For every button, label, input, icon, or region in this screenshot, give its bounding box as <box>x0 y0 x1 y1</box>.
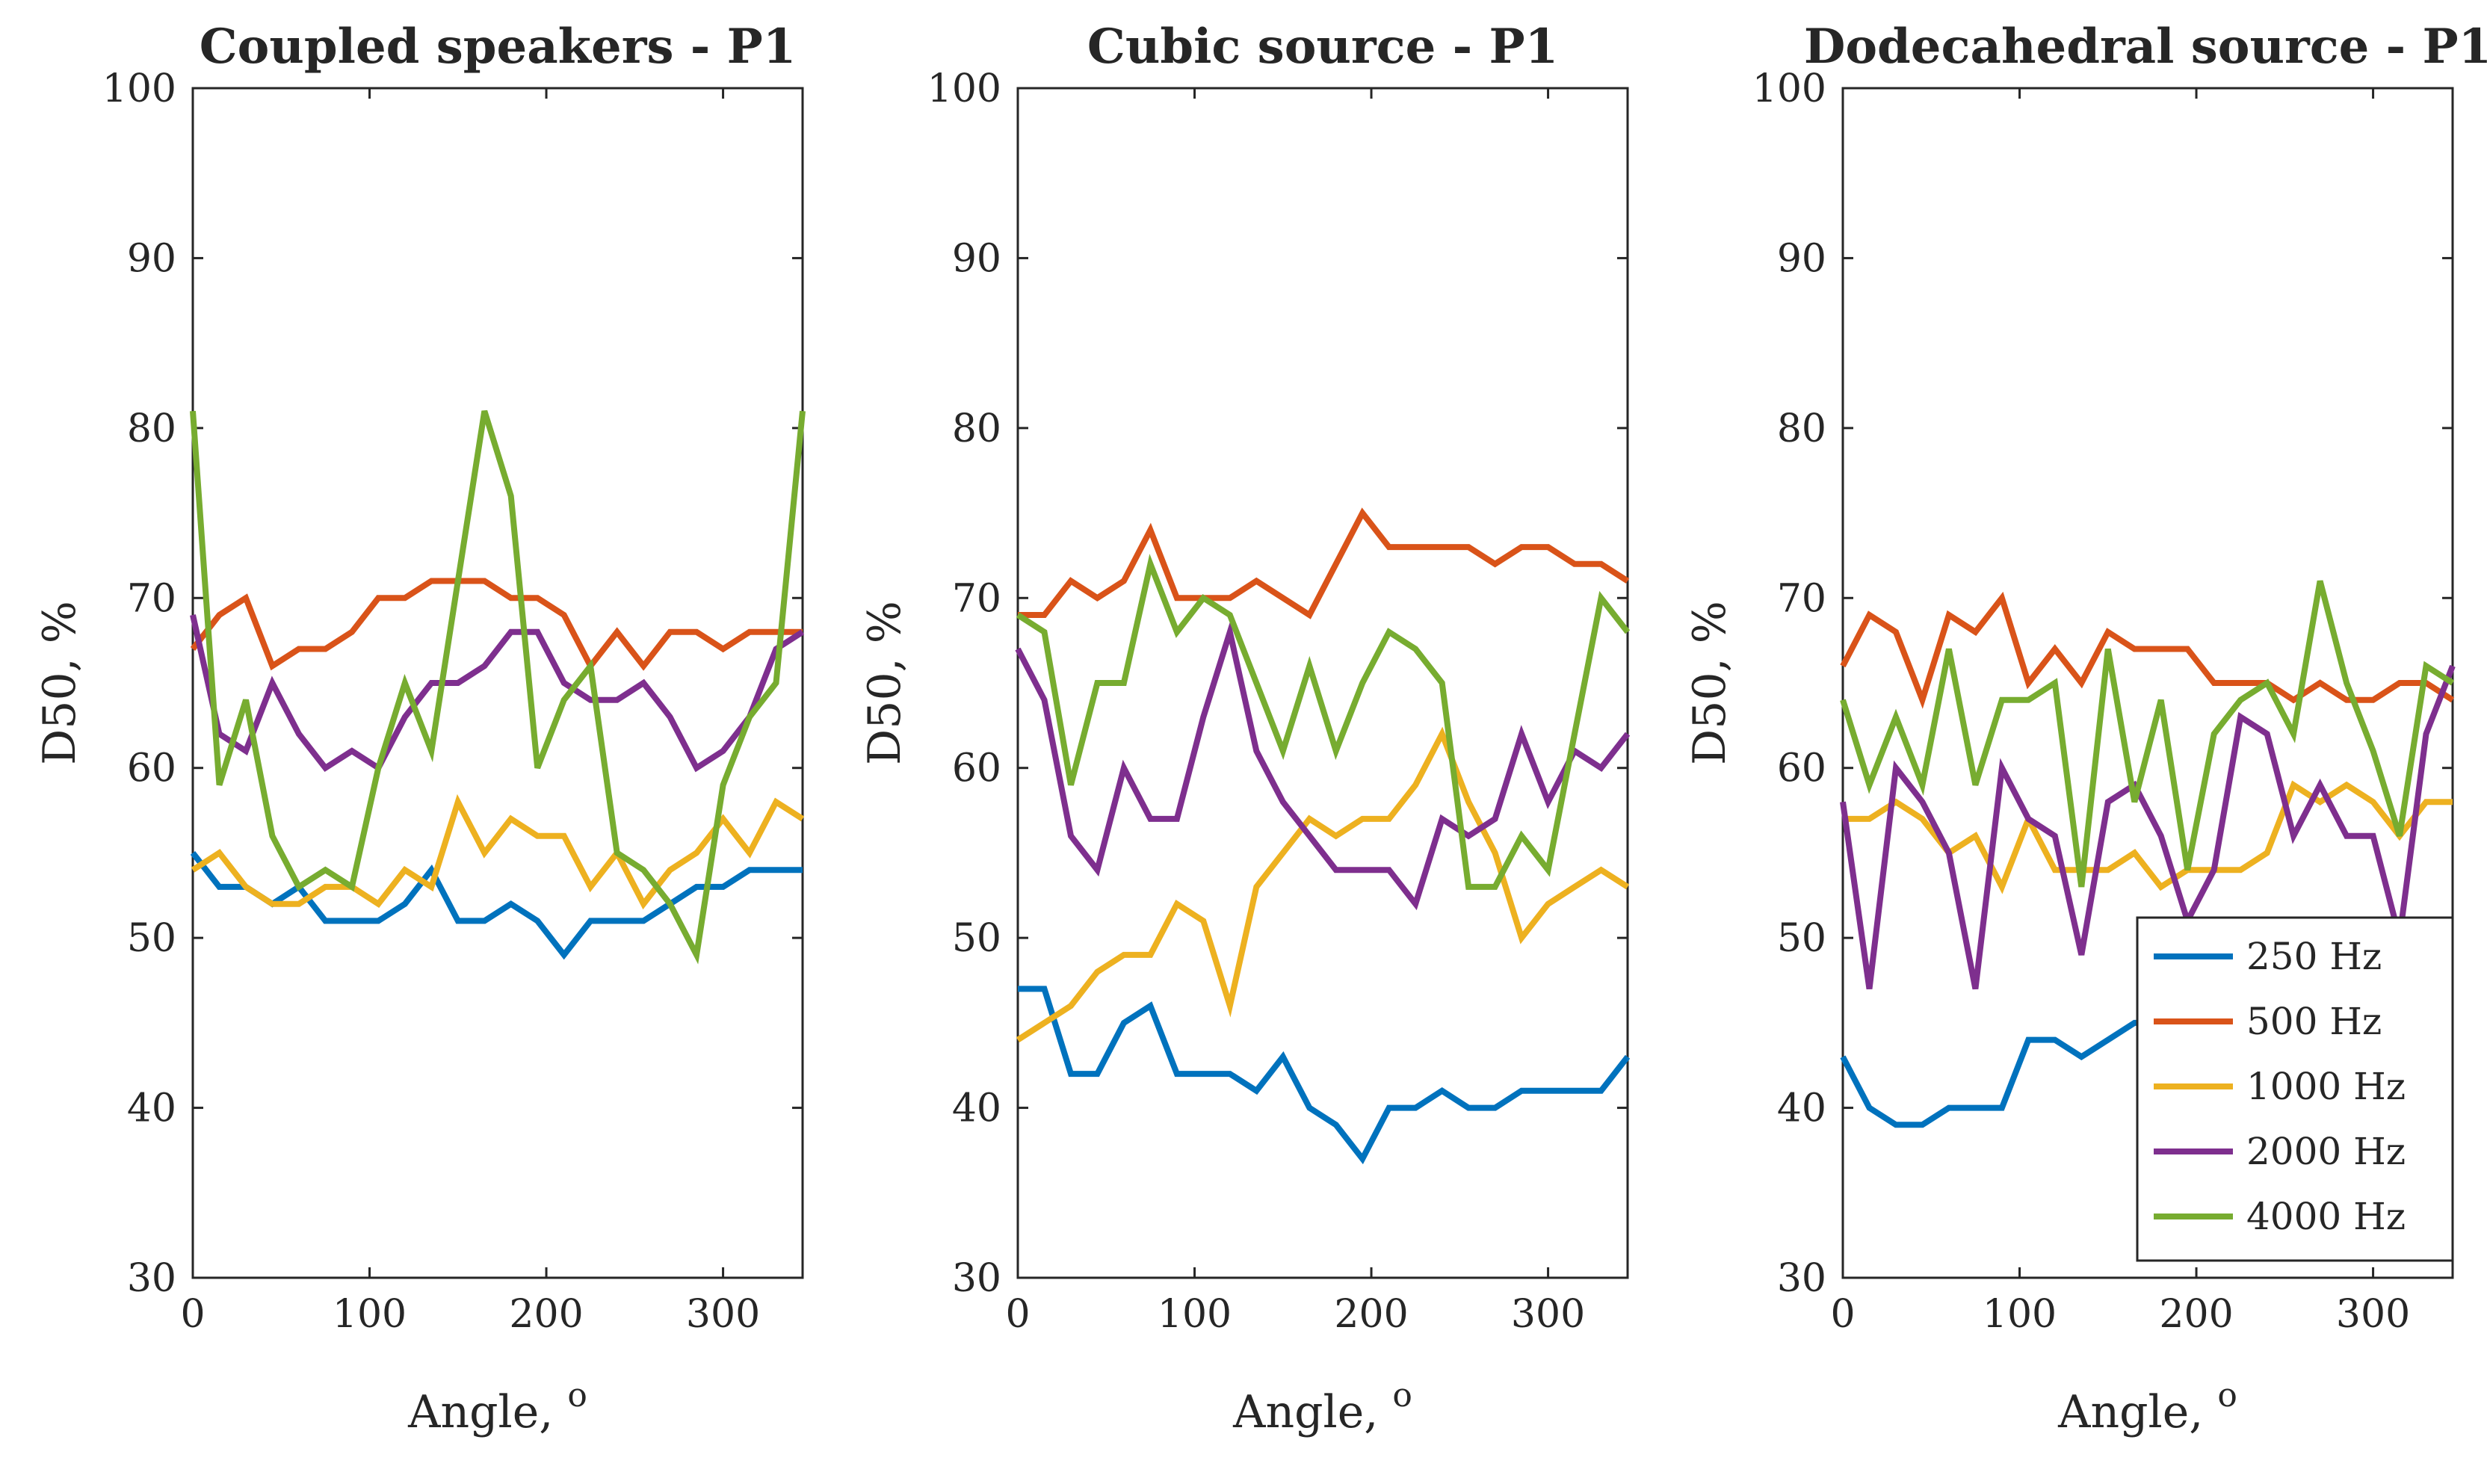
x-tick-label: 100 <box>333 1292 407 1337</box>
x-tick-label: 100 <box>1983 1292 2057 1337</box>
y-tick-label: 80 <box>952 406 1001 451</box>
y-axis-label: D50, % <box>1684 601 1736 765</box>
series-line-4000-hz <box>1840 580 2455 888</box>
y-tick-label: 50 <box>127 916 176 961</box>
series-line-500-hz <box>1018 507 1630 619</box>
y-tick-label: 40 <box>127 1086 176 1131</box>
series-line-250-hz <box>1018 986 1631 1165</box>
chart-title: Coupled speakers - P1 <box>200 19 797 75</box>
x-axis-label-superscript: o <box>2217 1376 2237 1415</box>
series-line-500-hz <box>190 578 803 672</box>
series-line-1000-hz <box>1016 726 1630 1042</box>
x-tick-label: 200 <box>509 1292 583 1337</box>
x-axis-label: Angle, o <box>407 1376 587 1438</box>
y-tick-label: 50 <box>1777 916 1826 961</box>
legend-label: 500 Hz <box>2246 1000 2382 1043</box>
y-tick-label: 90 <box>1777 236 1826 281</box>
y-tick-label: 100 <box>1752 67 1826 111</box>
y-tick-label: 100 <box>927 67 1001 111</box>
series-line-2000-hz <box>1840 664 2456 990</box>
y-tick-label: 60 <box>1777 746 1826 791</box>
y-tick-label: 30 <box>1777 1256 1826 1301</box>
y-tick-label: 70 <box>952 576 1001 621</box>
y-tick-label: 100 <box>102 67 176 111</box>
y-tick-label: 40 <box>1777 1086 1826 1131</box>
y-tick-label: 70 <box>127 576 176 621</box>
y-tick-label: 80 <box>127 406 176 451</box>
axes-box <box>1016 87 1629 1279</box>
x-tick-label: 300 <box>686 1292 760 1337</box>
x-axis-label-superscript: o <box>567 1376 587 1415</box>
x-tick-label: 200 <box>1334 1292 1408 1337</box>
series-line-2000-hz <box>190 614 805 773</box>
x-tick-label: 300 <box>1511 1292 1585 1337</box>
chart-panel-1: Coupled speakers - P1 30 40 50 60 70 80 90 100 0 1… <box>34 19 806 1438</box>
x-axis-label-text: Angle, <box>2057 1386 2217 1438</box>
legend-label: 2000 Hz <box>2246 1130 2406 1173</box>
legend-label: 250 Hz <box>2246 935 2382 978</box>
y-tick-label: 50 <box>952 916 1001 961</box>
y-tick-label: 80 <box>1777 406 1826 451</box>
x-tick-label: 0 <box>1830 1292 1855 1337</box>
series-line-250-hz <box>190 850 803 960</box>
y-tick-label: 30 <box>127 1256 176 1301</box>
series-line-2000-hz <box>1015 620 1631 911</box>
series-line-4000-hz <box>190 409 806 965</box>
chart-panel-2: Cubic source - P1 30 40 50 60 70 80 90 100 0 100 20… <box>859 19 1631 1438</box>
legend-label: 4000 Hz <box>2246 1195 2406 1238</box>
y-tick-label: 70 <box>1777 576 1826 621</box>
y-tick-label: 90 <box>952 236 1001 281</box>
legend-label: 1000 Hz <box>2246 1065 2406 1108</box>
y-tick-label: 40 <box>952 1086 1001 1131</box>
series-line-500-hz <box>1840 591 2455 709</box>
axes-box <box>191 87 804 1279</box>
x-tick-label: 200 <box>2159 1292 2233 1337</box>
y-tick-label: 60 <box>127 746 176 791</box>
x-axis-label: Angle, o <box>2057 1376 2237 1438</box>
chart-title: Cubic source - P1 <box>1087 19 1558 75</box>
x-tick-label: 300 <box>2336 1292 2410 1337</box>
chart-title: Dodecahedral source - P1 <box>1804 19 2487 75</box>
x-tick-label: 0 <box>180 1292 205 1337</box>
y-axis-label: D50, % <box>859 601 911 765</box>
y-tick-label: 60 <box>952 746 1001 791</box>
chart-panel-3: Dodecahedral source - P1 30 40 50 60 70 80 90 10… <box>1684 19 2487 1438</box>
series-line-4000-hz <box>1016 554 1631 890</box>
x-axis-label-text: Angle, <box>407 1386 567 1438</box>
y-tick-label: 30 <box>952 1256 1001 1301</box>
x-tick-label: 0 <box>1005 1292 1030 1337</box>
y-axis-label: D50, % <box>34 601 86 765</box>
legend: 250 Hz 500 Hz 1000 Hz 2000 Hz 4000 Hz <box>2136 916 2454 1262</box>
x-axis-label-superscript: o <box>1392 1376 1412 1415</box>
series-line-1000-hz <box>191 794 805 910</box>
x-axis-label: Angle, o <box>1232 1376 1412 1438</box>
y-tick-label: 90 <box>127 236 176 281</box>
x-axis-label-text: Angle, <box>1232 1386 1392 1438</box>
x-tick-label: 100 <box>1158 1292 1232 1337</box>
